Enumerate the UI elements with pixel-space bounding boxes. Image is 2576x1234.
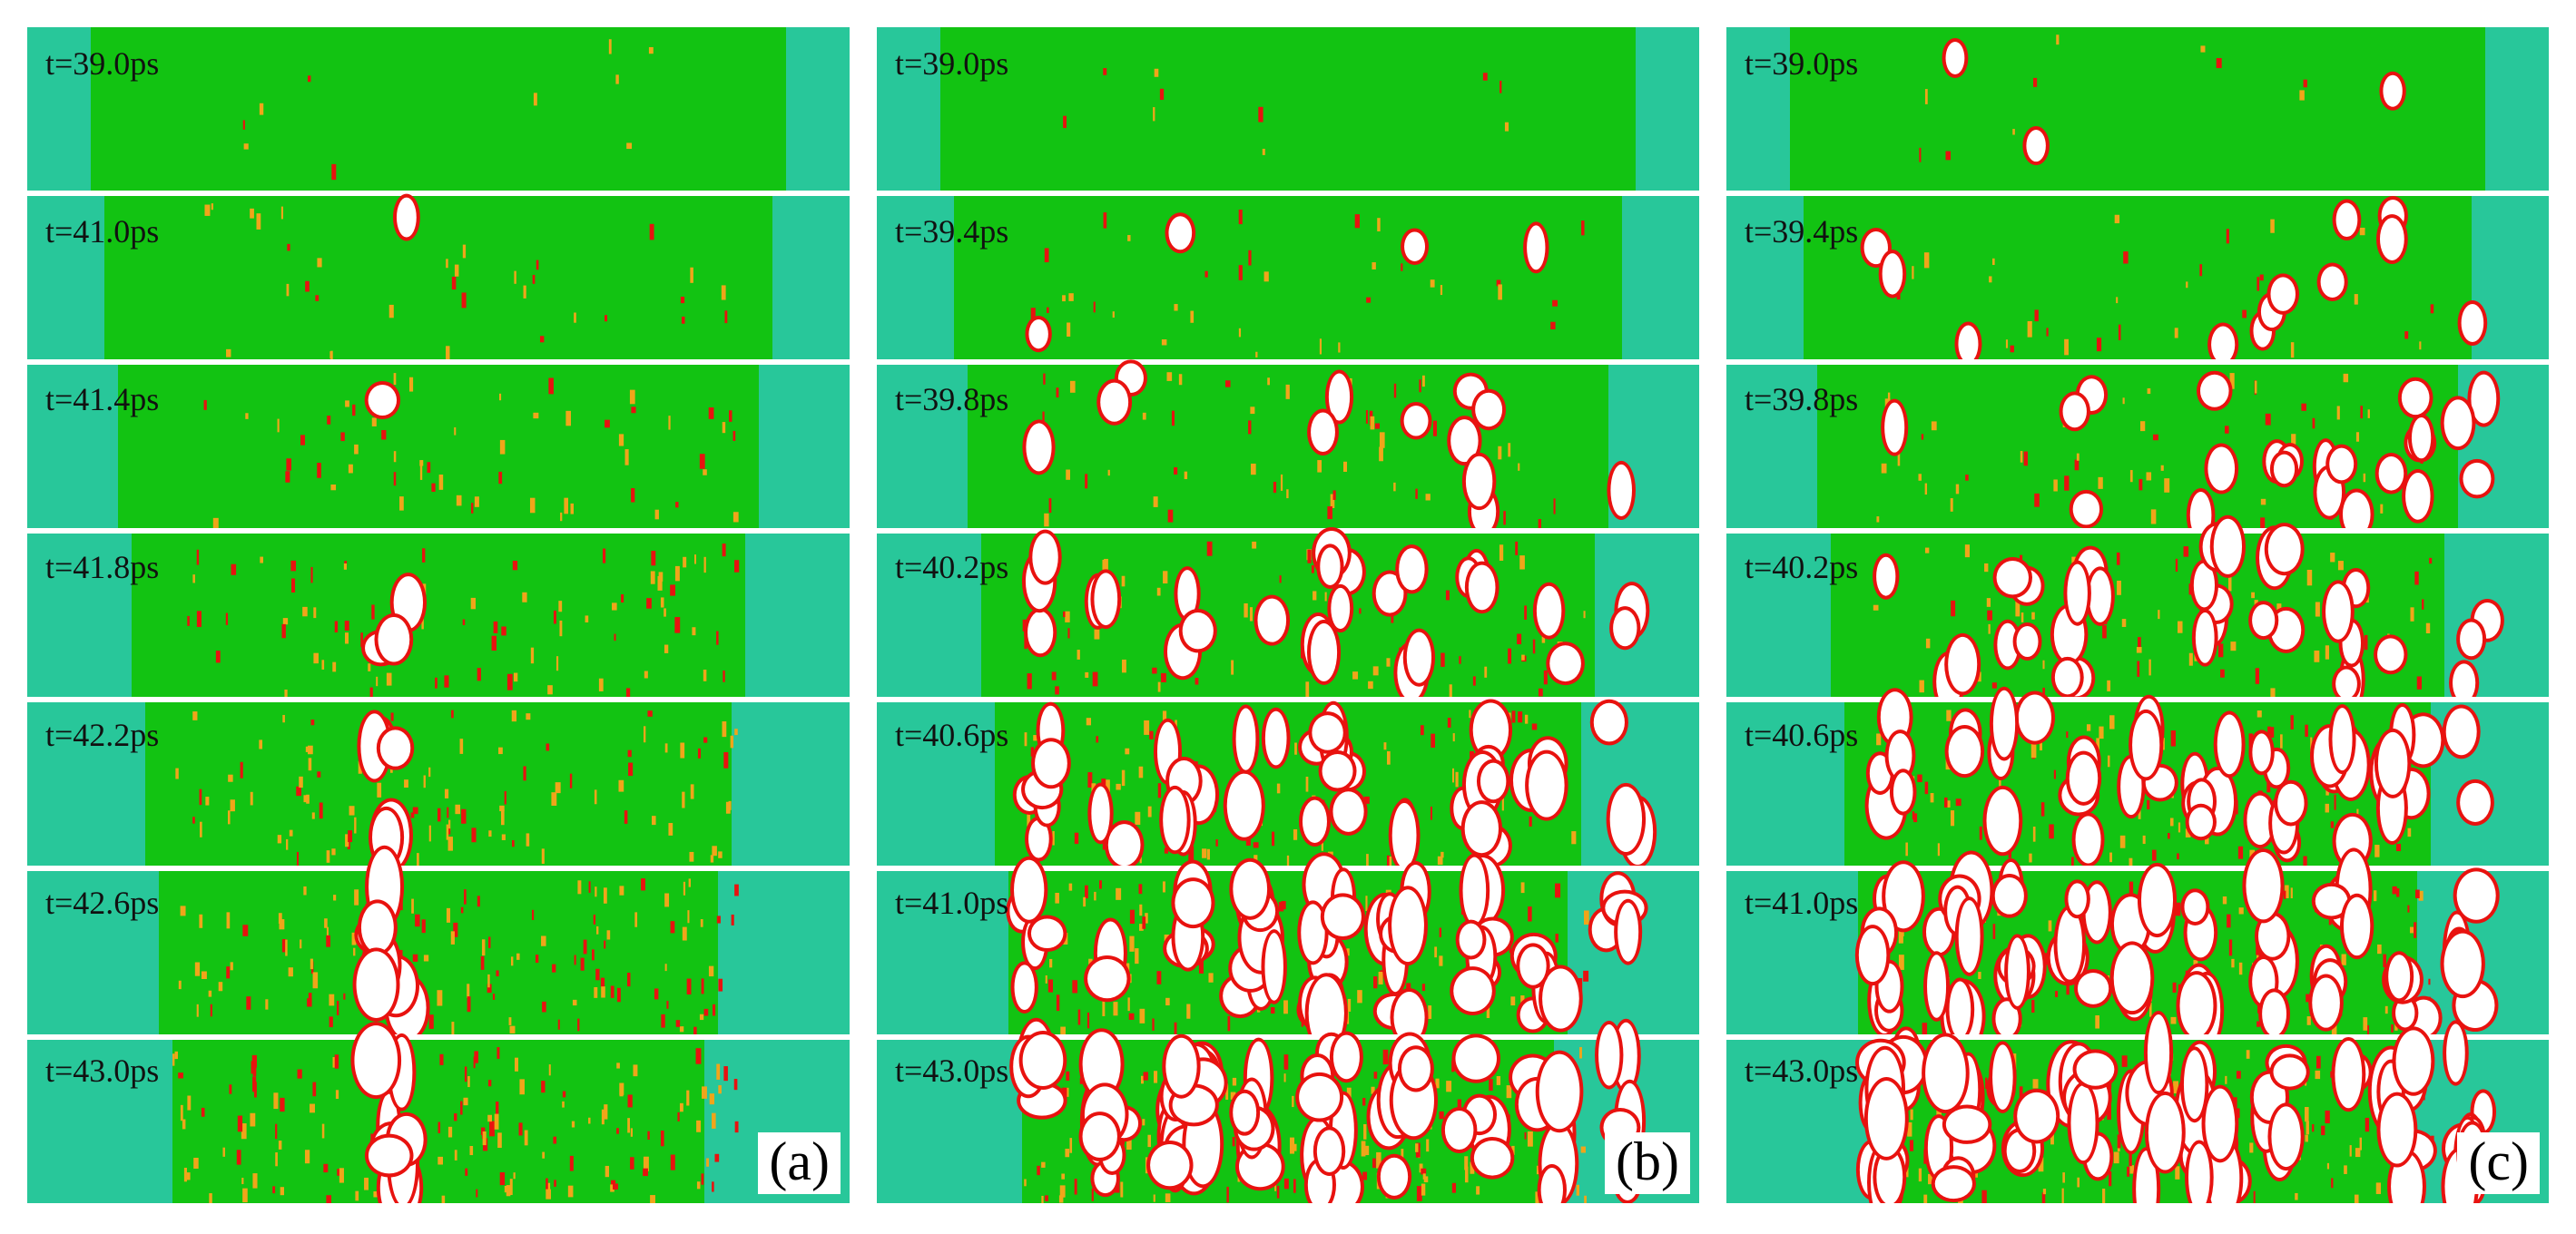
panel-c-simulation: [1726, 27, 2549, 1203]
snapshot-frame: [1726, 514, 2549, 712]
panel-a-simulation: [27, 27, 850, 1203]
snapshot-frame: [27, 702, 850, 873]
panel-label: (c): [2457, 1132, 2540, 1194]
panel-a: t=39.0ps t=41.0ps t=41.4ps t=41.8ps t=42…: [27, 27, 850, 1203]
snapshot-frame: [877, 196, 1699, 359]
snapshot-frame: [1726, 847, 2549, 1054]
snapshot-frame: [877, 1017, 1699, 1203]
panel-b: t=39.0ps t=39.4ps t=39.8ps t=40.2ps t=40…: [877, 27, 1699, 1203]
snapshot-frame: [1726, 365, 2549, 543]
snapshot-frame: [877, 852, 1699, 1053]
snapshot-frame: [877, 359, 1699, 537]
snapshot-frame: [27, 534, 850, 705]
panel-label: (a): [758, 1132, 841, 1194]
snapshot-frame: [27, 1022, 850, 1203]
snapshot-frame: [1726, 196, 2549, 367]
snapshot-frame: [27, 193, 850, 362]
snapshot-frame: [27, 27, 850, 191]
panel-c: t=39.0ps t=39.4ps t=39.8ps t=40.2ps t=40…: [1726, 27, 2549, 1203]
snapshot-frame: [27, 365, 850, 534]
panel-b-simulation: [877, 27, 1699, 1203]
snapshot-frame: [27, 845, 850, 1043]
panel-label: (b): [1605, 1132, 1690, 1194]
snapshot-frame: [877, 699, 1699, 872]
snapshot-frame: [1726, 686, 2549, 875]
snapshot-frame: [1726, 27, 2549, 191]
snapshot-frame: [877, 27, 1699, 191]
snapshot-frame: [877, 527, 1699, 704]
